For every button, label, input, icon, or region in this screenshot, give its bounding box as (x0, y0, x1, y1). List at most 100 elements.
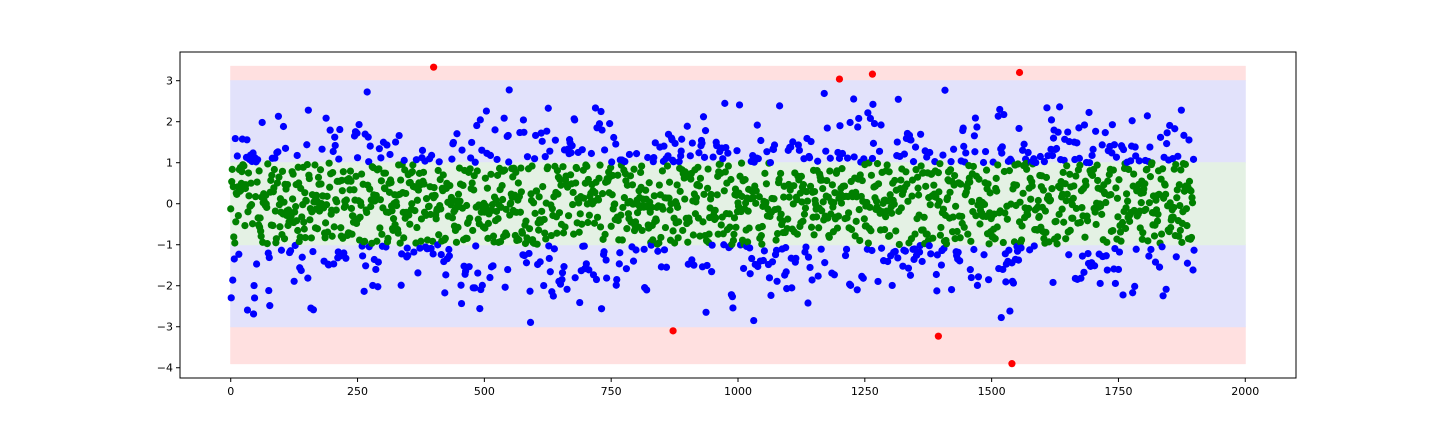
point-green (608, 191, 616, 199)
point-blue (286, 247, 295, 255)
point-green (892, 227, 900, 235)
point-green (429, 237, 437, 245)
point-blue (1064, 128, 1072, 136)
point-green (623, 225, 631, 233)
point-green (283, 180, 292, 189)
point-green (1005, 167, 1013, 175)
point-blue (400, 156, 408, 164)
point-blue (227, 294, 235, 302)
point-green (271, 207, 279, 215)
point-blue (868, 154, 877, 163)
point-blue (894, 95, 902, 103)
x-tick-label: 2000 (1231, 385, 1259, 398)
point-green (670, 239, 679, 247)
point-blue (1054, 128, 1062, 136)
point-blue (1115, 248, 1124, 256)
point-blue (973, 123, 981, 131)
point-green (730, 230, 738, 238)
point-green (1014, 160, 1022, 168)
point-blue (472, 242, 480, 250)
point-green (696, 174, 705, 182)
point-blue (558, 275, 566, 284)
point-blue (1163, 129, 1171, 137)
point-green (806, 182, 815, 190)
point-green (1058, 205, 1066, 213)
point-green (1162, 190, 1170, 198)
point-blue (458, 146, 466, 154)
point-green (1173, 194, 1181, 202)
point-blue (536, 258, 544, 266)
point-green (1141, 180, 1149, 188)
point-green (1063, 190, 1071, 198)
point-green (1109, 226, 1117, 235)
point-green (272, 235, 280, 243)
point-green (902, 168, 910, 176)
point-green (363, 208, 371, 217)
point-blue (445, 245, 453, 254)
point-green (447, 201, 455, 209)
point-blue (1024, 148, 1032, 157)
point-green (737, 159, 746, 167)
point-green (730, 214, 739, 222)
point-green (1076, 161, 1084, 169)
point-green (770, 195, 778, 203)
point-green (466, 165, 474, 173)
point-blue (318, 145, 326, 153)
point-blue (746, 244, 754, 252)
point-green (499, 195, 507, 204)
point-green (1017, 236, 1026, 244)
point-green (903, 180, 911, 188)
point-green (384, 234, 392, 243)
point-blue (416, 244, 424, 252)
point-green (323, 192, 331, 200)
point-green (539, 182, 547, 191)
point-blue (364, 133, 372, 141)
point-green (278, 167, 287, 175)
point-blue (664, 152, 672, 160)
point-blue (474, 269, 482, 277)
point-green (1142, 205, 1150, 213)
point-blue (701, 127, 710, 135)
point-green (376, 196, 384, 204)
point-green (837, 199, 846, 207)
point-green (659, 205, 667, 213)
point-blue (766, 158, 775, 167)
point-green (1138, 235, 1146, 243)
point-blue (753, 121, 761, 129)
point-green (757, 232, 765, 240)
point-blue (362, 262, 370, 270)
point-blue (353, 129, 361, 137)
point-green (700, 190, 708, 198)
point-blue (900, 150, 908, 158)
point-blue (404, 252, 412, 260)
point-green (929, 234, 937, 242)
point-green (347, 177, 355, 185)
point-blue (543, 127, 551, 135)
point-green (1178, 238, 1186, 246)
point-green (483, 184, 492, 192)
point-blue (1112, 153, 1121, 161)
point-blue (395, 131, 403, 140)
point-blue (537, 129, 545, 137)
point-green (772, 236, 780, 244)
point-blue (545, 242, 553, 250)
point-green (982, 166, 991, 174)
point-blue (660, 246, 669, 254)
point-green (1097, 202, 1105, 210)
point-green (637, 168, 645, 177)
point-blue (471, 284, 479, 292)
point-green (1182, 205, 1191, 213)
point-blue (326, 126, 334, 134)
point-blue (765, 274, 774, 282)
point-blue (504, 131, 512, 140)
point-green (1053, 233, 1062, 241)
point-blue (757, 136, 765, 145)
point-blue (850, 95, 858, 103)
point-green (387, 179, 395, 187)
point-blue (1049, 278, 1057, 287)
point-green (1053, 240, 1061, 248)
point-green (913, 173, 922, 181)
point-blue (519, 116, 528, 124)
point-green (598, 190, 607, 198)
